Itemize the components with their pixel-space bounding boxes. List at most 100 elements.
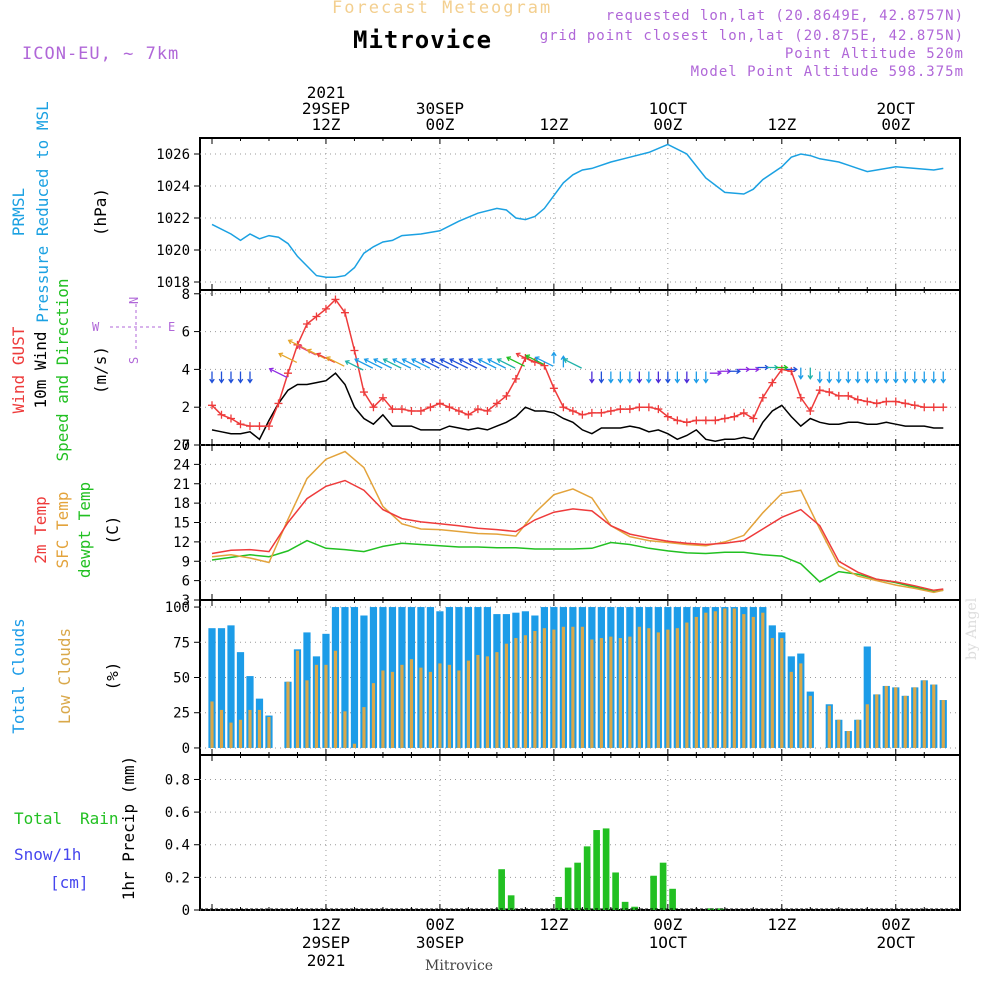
gust-point-marker bbox=[492, 399, 501, 408]
low-cloud-bar bbox=[466, 660, 471, 748]
low-cloud-bar bbox=[409, 659, 414, 748]
low-cloud-bar bbox=[552, 629, 556, 748]
bottom-time-label: 2021 bbox=[307, 951, 346, 970]
clouds-ytick-label: 50 bbox=[173, 671, 190, 687]
wind-direction-arrow bbox=[382, 358, 402, 369]
chart-title: Mitrovice bbox=[353, 26, 493, 54]
bottom-time-label: 2OCT bbox=[877, 933, 916, 952]
precip-ytick-label: 0.2 bbox=[165, 870, 190, 886]
low-cloud-bar bbox=[875, 694, 879, 748]
wind-direction-arrow bbox=[892, 371, 899, 384]
cloud-ylabel: Total Clouds bbox=[9, 618, 28, 734]
pressure-ytick-label: 1026 bbox=[156, 147, 190, 163]
gust-point-marker bbox=[901, 399, 910, 408]
low-cloud-bar bbox=[362, 707, 366, 748]
wind-direction-arrow bbox=[627, 371, 633, 384]
gust-point-marker bbox=[397, 405, 406, 414]
gust-point-marker bbox=[502, 391, 511, 400]
rain-bar bbox=[621, 901, 629, 910]
rain-bar bbox=[669, 888, 676, 910]
low-cloud-bar bbox=[561, 626, 565, 748]
wind-ytick-label: 2 bbox=[182, 400, 190, 416]
gust-point-marker bbox=[321, 304, 330, 313]
wind-direction-arrow bbox=[873, 371, 880, 384]
bottom-time-label: 1OCT bbox=[649, 933, 688, 952]
gust-point-marker bbox=[559, 403, 568, 412]
low-cloud-bar bbox=[504, 643, 508, 748]
wind-direction-arrow bbox=[845, 371, 852, 384]
total-cloud-bar bbox=[360, 615, 368, 748]
low-cloud-bar bbox=[827, 705, 831, 748]
gust-point-marker bbox=[435, 399, 444, 408]
low-cloud-bar bbox=[428, 671, 433, 748]
low-cloud-bar bbox=[324, 664, 328, 748]
wind-direction-arrow bbox=[487, 358, 506, 369]
gust-point-marker bbox=[540, 361, 549, 370]
low-cloud-bar bbox=[723, 608, 727, 748]
model-label: ICON-EU, ~ 7km bbox=[22, 44, 180, 64]
wind-direction-arrow bbox=[430, 358, 450, 369]
top-time-label: 30SEP bbox=[416, 99, 464, 118]
low-cloud-bar bbox=[210, 701, 214, 748]
low-cloud-bar bbox=[637, 626, 641, 748]
gust-point-marker bbox=[872, 399, 881, 408]
low-cloud-bar bbox=[267, 716, 271, 748]
rain-bar bbox=[564, 867, 572, 910]
top-time-label: 00Z bbox=[881, 115, 910, 134]
low-cloud-bar bbox=[609, 636, 613, 748]
cloud-unit: (%) bbox=[103, 662, 122, 691]
gust-point-marker bbox=[369, 403, 378, 412]
wind-direction-arrow bbox=[344, 360, 364, 371]
gust-point-marker bbox=[682, 418, 691, 427]
compass-s-label: S bbox=[127, 357, 141, 364]
model-altitude: Model Point Altitude 598.375m bbox=[690, 64, 964, 80]
total-cloud-bar bbox=[208, 628, 216, 748]
gust-point-marker bbox=[711, 416, 720, 425]
wind-direction-arrow bbox=[287, 339, 307, 350]
gust-point-marker bbox=[834, 391, 843, 400]
gust-point-marker bbox=[283, 369, 292, 378]
top-time-label: 00Z bbox=[653, 115, 682, 134]
wind-unit: (m/s) bbox=[91, 346, 110, 394]
gust-point-marker bbox=[929, 403, 938, 412]
chart-subtitle: Forecast Meteogram bbox=[332, 0, 553, 18]
low-cloud-bar bbox=[865, 704, 869, 748]
requested-coords: requested lon,lat (20.8649E, 42.8757N) bbox=[605, 8, 964, 24]
gust-point-marker bbox=[416, 406, 425, 415]
bottom-time-label: 00Z bbox=[881, 915, 910, 934]
wind-direction-arrow bbox=[854, 371, 861, 384]
low-cloud-bar bbox=[381, 670, 385, 748]
precip-legend-snow-unit: [cm] bbox=[50, 873, 89, 892]
low-cloud-bar bbox=[628, 636, 632, 748]
wind-direction-arrow bbox=[646, 371, 652, 384]
low-cloud-bar bbox=[789, 671, 793, 748]
gust-point-marker bbox=[426, 403, 435, 412]
wind-direction-arrow bbox=[237, 371, 244, 384]
low-cloud-bar bbox=[770, 638, 774, 748]
rain-bar bbox=[555, 896, 562, 910]
clouds-ytick-label: 0 bbox=[182, 741, 190, 757]
gust-point-marker bbox=[236, 420, 245, 429]
wind-ytick-label: 6 bbox=[182, 325, 190, 341]
pressure-ytick-label: 1020 bbox=[156, 243, 190, 259]
wind-direction-arrow bbox=[278, 352, 298, 364]
low-cloud-bar bbox=[894, 687, 898, 748]
precip-ytick-label: 0.4 bbox=[165, 838, 190, 854]
gust-point-marker bbox=[692, 416, 701, 425]
rain-bar bbox=[602, 828, 610, 910]
wind-direction-arrow bbox=[826, 371, 833, 384]
wind-direction-arrow bbox=[449, 358, 469, 369]
top-time-label: 00Z bbox=[425, 115, 454, 134]
wind-direction-arrow bbox=[420, 358, 440, 369]
gust-point-marker bbox=[910, 401, 919, 410]
gust-point-marker bbox=[350, 346, 359, 355]
low-cloud-bar bbox=[941, 700, 945, 748]
low-cloud-bar bbox=[884, 685, 888, 748]
wind-direction-arrow bbox=[911, 371, 918, 384]
gust-point-marker bbox=[768, 378, 777, 387]
gust-point-marker bbox=[464, 410, 473, 419]
gust-point-marker bbox=[597, 408, 606, 417]
low-cloud-bar bbox=[913, 687, 917, 748]
gust-point-marker bbox=[388, 405, 397, 414]
low-cloud-bar bbox=[305, 680, 309, 748]
